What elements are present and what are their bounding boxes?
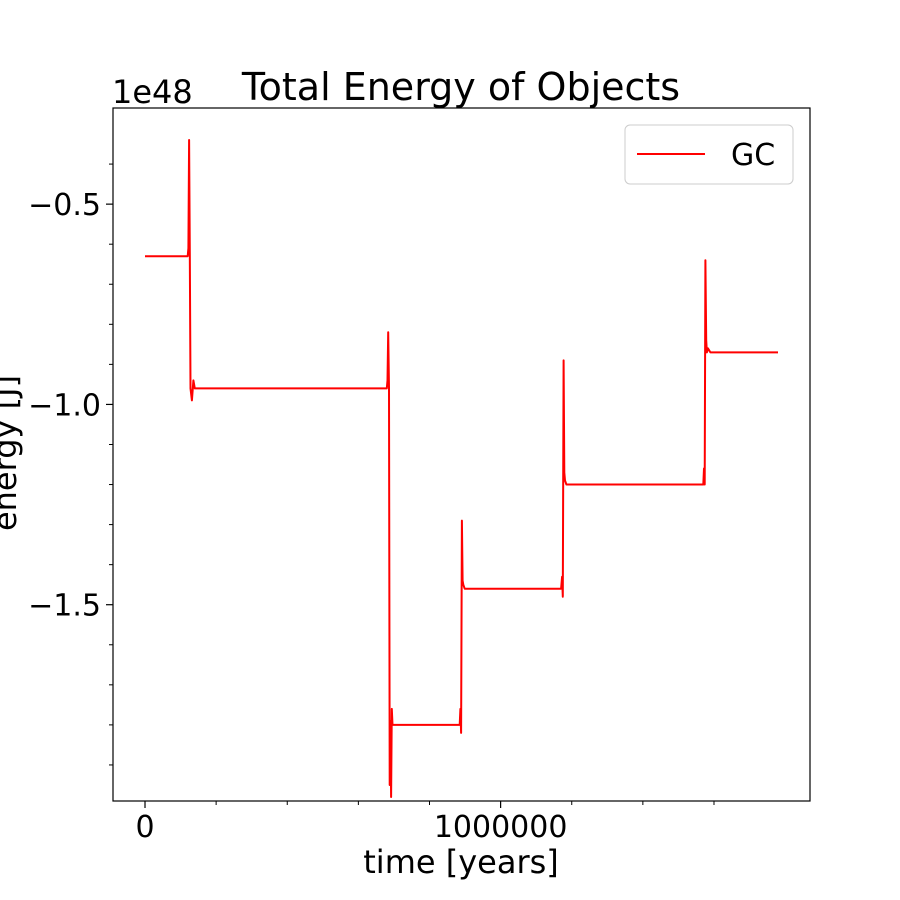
axes-frame bbox=[112, 107, 811, 802]
y-offset-label: 1e48 bbox=[112, 73, 193, 111]
x-tick-label: 1000000 bbox=[434, 810, 568, 845]
axis-ticks: 0 1000000 −0.5 −1.0 −1.5 bbox=[28, 163, 715, 845]
legend-label: GC bbox=[731, 138, 775, 173]
y-tick-label: −0.5 bbox=[28, 188, 101, 223]
x-tick-label: 0 bbox=[135, 810, 154, 845]
legend: GC bbox=[624, 124, 794, 185]
y-tick-label: −1.0 bbox=[28, 388, 101, 423]
series-line-gc bbox=[145, 139, 778, 798]
y-axis-label: energy [J] bbox=[0, 375, 24, 531]
x-axis-label: time [years] bbox=[363, 843, 559, 881]
y-tick-label: −1.5 bbox=[28, 589, 101, 624]
legend-box bbox=[624, 124, 794, 185]
series-layer bbox=[145, 139, 778, 798]
chart-title: Total Energy of Objects bbox=[241, 65, 680, 109]
